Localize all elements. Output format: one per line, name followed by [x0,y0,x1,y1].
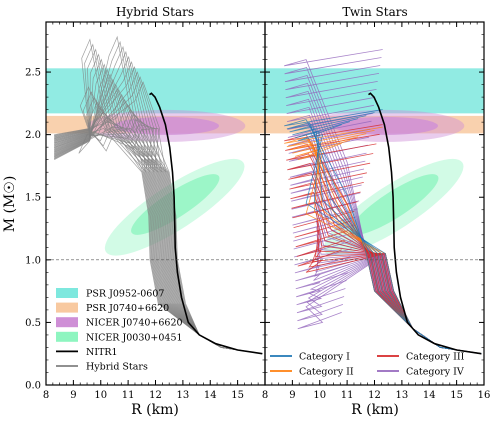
twin-stars-panel: Twin Stars [265,5,484,355]
x-tick-label: 11 [341,390,354,401]
nitr1-curve [149,92,263,355]
hybrid-stars-title: Hybrid Stars [116,5,194,19]
legend-label: Category II [299,367,354,378]
legend-swatch [56,288,78,298]
legend-twin: Category I Category III Category II Categor… [270,352,465,378]
legend-label: NITR1 [86,347,118,358]
legend-hybrid: PSR J0952-0607 PSR J0740+6620 NICER J0740+… [56,288,183,373]
x-tick-label: 16 [478,390,491,401]
y-tick-label: 0.0 [25,381,41,392]
x-tick-label: 15 [450,390,463,401]
legend-swatch [56,331,78,342]
x-tick-label: 14 [423,390,436,401]
x-tick-label: 9 [70,390,76,401]
x-tick-label: 10 [94,390,107,401]
legend-label: Category III [406,352,465,363]
y-axis-label: M (M☉) [2,176,18,233]
x-tick-label: 8 [43,390,49,401]
legend-label: Category IV [406,367,464,378]
x-tick-label: 10 [313,390,326,401]
x-tick-label: 8 [262,390,268,401]
x-tick-label: 9 [289,390,295,401]
x-tick-label: 12 [149,390,162,401]
axes: 8 9 10 11 12 13 14 15 8 9 10 11 12 13 14 15 16 0.0 0.5 1.0 1… [25,21,491,401]
legend-label: Hybrid Stars [86,362,148,373]
legend-swatch [56,317,78,328]
x-tick-label: 13 [177,390,190,401]
x-axis-label-right: R (km) [351,402,399,418]
y-tick-label: 0.5 [25,318,41,329]
twin-stars-title: Twin Stars [342,5,407,19]
y-tick-label: 1.5 [25,193,41,204]
x-tick-label: 13 [396,390,409,401]
x-tick-label: 11 [122,390,135,401]
x-tick-label: 15 [231,390,244,401]
legend-label: PSR J0740+6620 [86,303,169,314]
y-tick-label: 1.0 [25,255,41,266]
y-tick-label: 2.5 [25,68,41,79]
nitr1-curve-right [368,92,482,355]
hybrid-stars-panel: Hybrid Stars [46,5,265,355]
y-tick-label: 2.0 [25,130,41,141]
band-psr-j0952 [265,68,484,114]
legend-swatch [56,302,78,313]
legend-label: NICER J0030+0451 [86,332,183,343]
nicer-j0030-inner [350,174,439,235]
y-axis-label-text: M (M☉) [2,176,18,233]
legend-label: NICER J0740+6620 [86,318,183,329]
legend-label: Category I [299,352,350,363]
legend-label: PSR J0952-0607 [86,289,164,300]
x-tick-label: 12 [368,390,381,401]
x-tick-label: 14 [204,390,217,401]
band-psr-j0952 [46,68,265,114]
x-axis-label-left: R (km) [131,402,179,418]
